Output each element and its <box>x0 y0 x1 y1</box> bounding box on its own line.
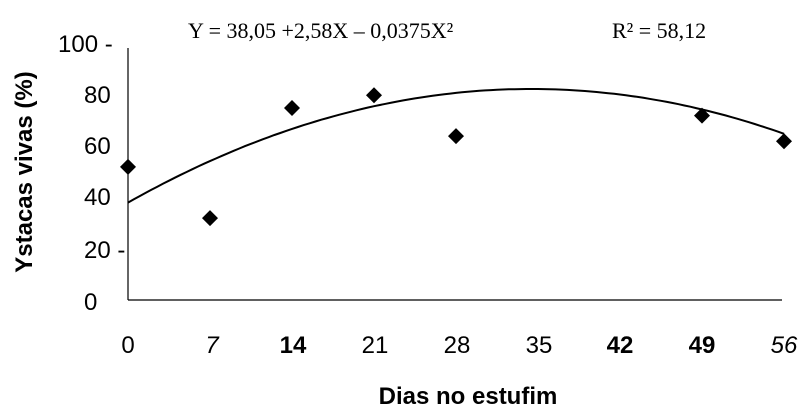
x-tick-label-49: 49 <box>689 332 716 359</box>
data-point-28 <box>448 128 464 145</box>
data-point-21 <box>366 87 382 104</box>
data-point-0 <box>120 158 136 175</box>
y-tick-label-20: 20 - <box>84 237 125 264</box>
x-tick-label-7: 7 <box>205 332 220 359</box>
data-point-14 <box>284 100 300 116</box>
x-tick-label-56: 56 <box>771 332 798 359</box>
data-point-56 <box>776 133 792 150</box>
x-tick-label-0: 0 <box>121 332 134 359</box>
y-tick-label-60: 60 <box>84 133 111 160</box>
data-point-7 <box>202 210 218 227</box>
fitted-curve <box>127 88 785 204</box>
data-point-49 <box>694 107 710 124</box>
x-tick-label-14: 14 <box>280 332 307 359</box>
x-tick-label-42: 42 <box>607 332 634 359</box>
y-tick-label-80: 80 <box>84 82 111 109</box>
regression-equation: Y = 38,05 +2,58X – 0,0375X² <box>188 18 454 43</box>
x-tick-labels: 0 7 14 21 28 35 42 49 56 <box>121 332 798 359</box>
y-tick-label-0: 0 <box>84 289 97 316</box>
x-axis-title: Dias no estufim <box>379 383 558 410</box>
x-tick-label-35: 35 <box>526 332 553 359</box>
y-tick-label-100: 100 - <box>58 31 113 58</box>
x-tick-label-28: 28 <box>444 332 471 359</box>
plot-area <box>120 87 792 227</box>
y-tick-labels: 100 - 80 60 40 20 - 0 <box>58 31 125 316</box>
x-tick-label-21: 21 <box>362 332 389 359</box>
y-axis-title: Ystacas vivas (%) <box>11 71 38 272</box>
y-tick-label-40: 40 <box>84 184 111 211</box>
r-squared: R² = 58,12 <box>612 18 706 43</box>
